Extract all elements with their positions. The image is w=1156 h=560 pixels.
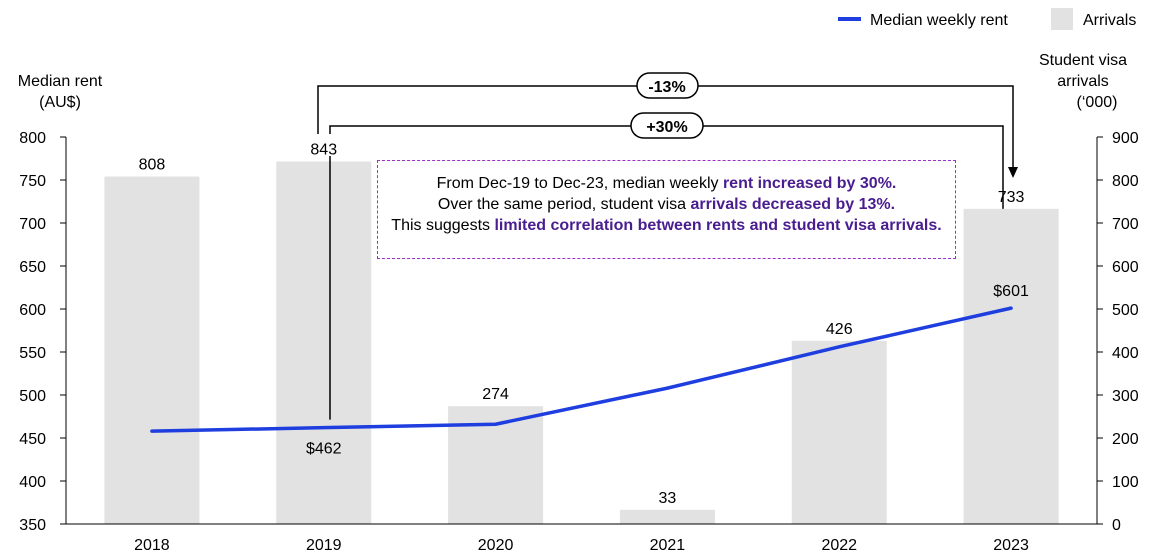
- arrivals-bracket-arrowhead: [1008, 167, 1018, 178]
- bar-data-label: 33: [659, 490, 677, 507]
- bar-data-label: 843: [310, 142, 337, 159]
- annotation-box: From Dec-19 to Dec-23, median weekly ren…: [377, 160, 956, 259]
- change-pill-arrivals-text: -13%: [648, 79, 685, 96]
- change-pill-arrivals-shape: [636, 72, 699, 99]
- left-axis-title-line1: Median rent: [18, 73, 103, 90]
- x-tick-label: 2018: [134, 537, 170, 554]
- note-part-2: Over the same period, student visa: [437, 196, 691, 213]
- bar-data-label: 274: [482, 386, 509, 403]
- right-tick-label: 100: [1112, 474, 1139, 491]
- legend-bar-swatch: [1051, 8, 1073, 30]
- right-tick-label: 800: [1112, 173, 1139, 190]
- right-tick-label: 500: [1112, 302, 1139, 319]
- right-axis-title-line1: Student visa: [1039, 52, 1127, 69]
- note-highlight-arrivals: arrivals decreased by 13%.: [690, 196, 896, 213]
- left-tick-label: 500: [19, 388, 46, 405]
- plot-area: 350 400 450 500 550 600 650 700 750 800 0 100 200 300…: [19, 130, 1139, 554]
- note-highlight-rent: rent increased by 30%.: [722, 175, 897, 192]
- right-axis-title-line3: (‘000): [1077, 94, 1118, 111]
- right-tick-label: 0: [1112, 517, 1121, 534]
- right-tick-label: 700: [1112, 216, 1139, 233]
- left-tick-label: 750: [19, 173, 46, 190]
- right-tick-label: 300: [1112, 388, 1139, 405]
- left-tick-label: 350: [19, 517, 46, 534]
- change-pill-rent: +30%: [630, 112, 704, 139]
- right-axis-title-line2: arrivals: [1057, 73, 1109, 90]
- x-tick-label: 2021: [650, 537, 686, 554]
- legend-line-label: Median weekly rent: [870, 12, 1008, 29]
- left-tick-label: 600: [19, 302, 46, 319]
- bar-2018: [104, 176, 200, 524]
- left-tick-label: 550: [19, 345, 46, 362]
- bar-2022: [791, 340, 887, 524]
- rent-line: [150, 306, 1013, 433]
- left-tick-label: 800: [19, 130, 46, 147]
- x-tick-label: 2019: [306, 537, 342, 554]
- x-tick-label: 2020: [478, 537, 514, 554]
- legend: Median weekly rent Arrivals: [838, 8, 1136, 30]
- right-axis-title: Student visa arrivals (‘000): [1039, 52, 1127, 111]
- rent-data-label: $601: [993, 283, 1029, 300]
- left-tick-label: 650: [19, 259, 46, 276]
- bar-data-label: 426: [826, 321, 853, 338]
- left-tick-label: 400: [19, 474, 46, 491]
- right-tick-label: 900: [1112, 130, 1139, 147]
- note-part-1: From Dec-19 to Dec-23, median weekly: [436, 175, 723, 192]
- bar-2023: [963, 208, 1059, 524]
- bar-data-label: 733: [998, 189, 1025, 206]
- rent-data-label: $462: [306, 441, 342, 458]
- right-tick-label: 400: [1112, 345, 1139, 362]
- left-tick-label: 700: [19, 216, 46, 233]
- bar-2021: [619, 509, 715, 524]
- bar-data-label: 808: [139, 157, 166, 174]
- left-axis-title-line2: (AU$): [39, 94, 81, 111]
- legend-bar-label: Arrivals: [1083, 12, 1136, 29]
- x-tick-label: 2023: [993, 537, 1029, 554]
- bar-2019: [276, 161, 372, 524]
- change-pill-rent-text: +30%: [646, 119, 687, 136]
- note-highlight-correlation: limited correlation between rents and st…: [494, 217, 942, 234]
- x-tick-label: 2022: [821, 537, 857, 554]
- right-tick-label: 600: [1112, 259, 1139, 276]
- note-part-3: This suggests: [391, 217, 495, 234]
- left-tick-label: 450: [19, 431, 46, 448]
- change-pill-rent-shape: [630, 112, 704, 139]
- change-pill-arrivals: -13%: [636, 72, 699, 99]
- left-axis-title: Median rent (AU$): [18, 73, 103, 111]
- right-tick-label: 200: [1112, 431, 1139, 448]
